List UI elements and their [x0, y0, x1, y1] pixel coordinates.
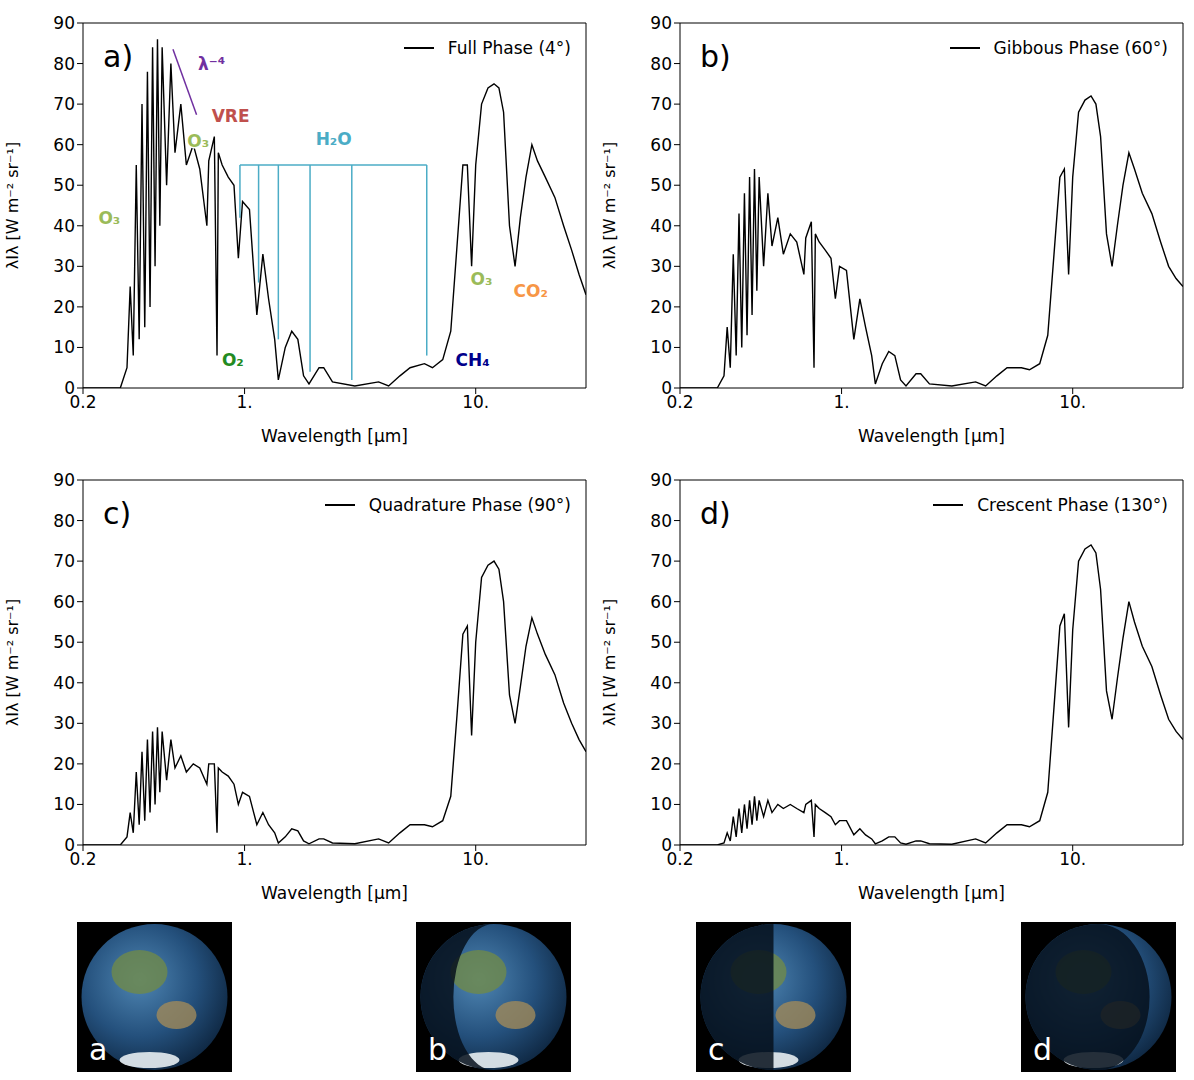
- svg-text:10: 10: [650, 794, 672, 814]
- svg-text:0: 0: [64, 378, 75, 398]
- svg-text:λ⁻⁴: λ⁻⁴: [198, 54, 225, 74]
- svg-text:80: 80: [53, 511, 75, 531]
- svg-text:λIλ [W m⁻² sr⁻¹]: λIλ [W m⁻² sr⁻¹]: [600, 599, 619, 726]
- svg-text:λIλ [W m⁻² sr⁻¹]: λIλ [W m⁻² sr⁻¹]: [600, 142, 619, 269]
- html-text:Gibbous Phase (60°): Gibbous Phase (60°): [993, 38, 1168, 58]
- svg-text:60: 60: [650, 135, 672, 155]
- svg-text:Wavelength [μm]: Wavelength [μm]: [858, 883, 1005, 903]
- svg-text:0.2: 0.2: [69, 392, 97, 413]
- svg-text:90: 90: [650, 13, 672, 33]
- svg-text:Wavelength [μm]: Wavelength [μm]: [261, 883, 408, 903]
- svg-text:40: 40: [53, 673, 75, 693]
- svg-text:90: 90: [650, 470, 672, 490]
- svg-text:30: 30: [53, 713, 75, 733]
- svg-text:70: 70: [53, 551, 75, 571]
- svg-text:30: 30: [53, 256, 75, 276]
- svg-text:80: 80: [650, 54, 672, 74]
- html-text:Quadrature Phase (90°): Quadrature Phase (90°): [368, 495, 571, 515]
- html-text:Full Phase (4°): Full Phase (4°): [447, 38, 571, 58]
- svg-text:40: 40: [53, 216, 75, 236]
- svg-text:Wavelength [μm]: Wavelength [μm]: [858, 426, 1005, 446]
- html-text:d): d): [700, 496, 731, 531]
- svg-text:90: 90: [53, 470, 75, 490]
- svg-text:H₂O: H₂O: [316, 129, 352, 149]
- svg-text:1.: 1.: [236, 849, 252, 869]
- svg-text:50: 50: [53, 175, 75, 195]
- html-text:a): a): [103, 39, 134, 74]
- svg-text:30: 30: [650, 256, 672, 276]
- svg-text:30: 30: [650, 713, 672, 733]
- html-text:c): c): [103, 496, 132, 531]
- svg-text:40: 40: [650, 216, 672, 236]
- svg-text:10.: 10.: [1059, 392, 1086, 412]
- svg-text:1.: 1.: [236, 392, 252, 412]
- svg-text:50: 50: [53, 632, 75, 652]
- svg-text:O₃: O₃: [471, 269, 493, 289]
- html-text:b): b): [700, 39, 731, 74]
- svg-text:CH₄: CH₄: [456, 350, 490, 370]
- svg-text:1.: 1.: [833, 849, 849, 869]
- svg-text:a: a: [89, 1032, 107, 1067]
- svg-text:0.2: 0.2: [666, 849, 694, 870]
- svg-text:60: 60: [53, 592, 75, 612]
- svg-text:O₃: O₃: [98, 208, 120, 228]
- svg-text:40: 40: [650, 673, 672, 693]
- svg-text:0: 0: [661, 378, 672, 398]
- svg-text:50: 50: [650, 632, 672, 652]
- svg-text:20: 20: [650, 297, 672, 317]
- svg-text:0.2: 0.2: [666, 392, 694, 413]
- svg-text:10.: 10.: [462, 392, 489, 412]
- svg-text:CO₂: CO₂: [514, 281, 548, 301]
- svg-text:O₂: O₂: [222, 350, 244, 370]
- svg-text:50: 50: [650, 175, 672, 195]
- svg-text:80: 80: [53, 54, 75, 74]
- svg-text:10.: 10.: [1059, 849, 1086, 869]
- svg-text:c: c: [708, 1032, 725, 1067]
- svg-text:0: 0: [64, 835, 75, 855]
- svg-text:10.: 10.: [462, 849, 489, 869]
- svg-text:λIλ [W m⁻² sr⁻¹]: λIλ [W m⁻² sr⁻¹]: [3, 599, 22, 726]
- html-text:Crescent Phase (130°): Crescent Phase (130°): [977, 495, 1168, 515]
- svg-text:λIλ [W m⁻² sr⁻¹]: λIλ [W m⁻² sr⁻¹]: [3, 142, 22, 269]
- svg-text:20: 20: [53, 754, 75, 774]
- svg-text:60: 60: [53, 135, 75, 155]
- svg-text:10: 10: [650, 337, 672, 357]
- svg-text:90: 90: [53, 13, 75, 33]
- svg-text:10: 10: [53, 337, 75, 357]
- svg-text:b: b: [428, 1032, 447, 1067]
- svg-text:Wavelength [μm]: Wavelength [μm]: [261, 426, 408, 446]
- svg-text:VRE: VRE: [212, 106, 250, 126]
- svg-text:10: 10: [53, 794, 75, 814]
- svg-text:d: d: [1033, 1032, 1052, 1067]
- svg-text:60: 60: [650, 592, 672, 612]
- svg-text:70: 70: [53, 94, 75, 114]
- svg-text:O₃: O₃: [187, 131, 209, 151]
- svg-text:70: 70: [650, 94, 672, 114]
- svg-text:0: 0: [661, 835, 672, 855]
- svg-text:0.2: 0.2: [69, 849, 97, 870]
- svg-text:1.: 1.: [833, 392, 849, 412]
- svg-text:20: 20: [650, 754, 672, 774]
- svg-text:20: 20: [53, 297, 75, 317]
- svg-text:80: 80: [650, 511, 672, 531]
- svg-text:70: 70: [650, 551, 672, 571]
